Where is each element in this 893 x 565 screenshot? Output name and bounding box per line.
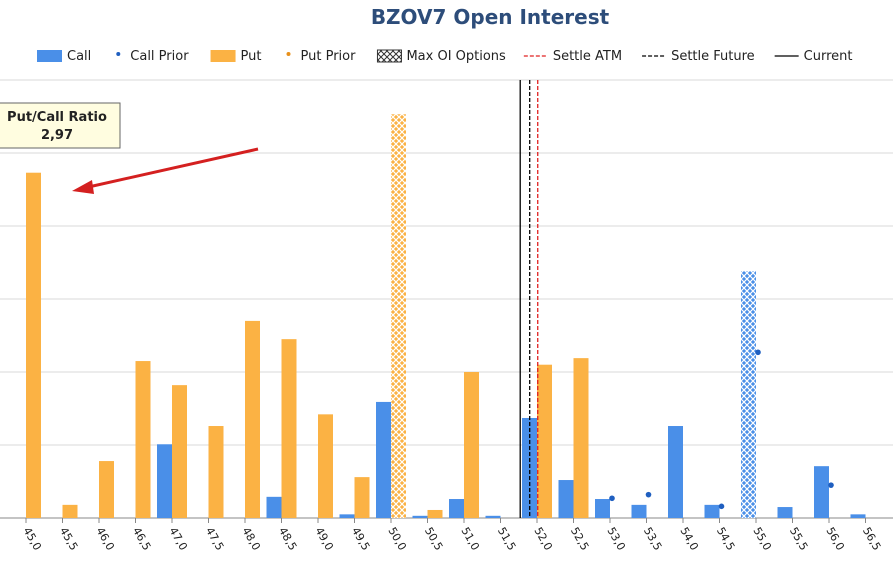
bar	[412, 515, 428, 518]
legend-label: Settle ATM	[553, 49, 622, 64]
chart-title: BZOV7 Open Interest	[371, 5, 610, 29]
x-tick-label: 54,5	[714, 525, 738, 553]
x-tick-label: 50,5	[422, 525, 446, 553]
bar	[741, 271, 756, 518]
annotation: Put/Call Ratio 2,97	[0, 102, 259, 194]
bar	[376, 401, 391, 518]
bar	[99, 461, 114, 518]
bar	[157, 444, 172, 518]
x-tick-label: 55,5	[787, 525, 811, 553]
annotation-box	[0, 102, 121, 149]
bar	[464, 372, 479, 518]
legend-dot	[116, 52, 121, 56]
bar	[668, 426, 683, 518]
x-tick-label: 45,0	[20, 525, 44, 553]
x-tick-label: 49,5	[349, 525, 373, 553]
x-tick-label: 46,0	[93, 525, 117, 553]
bar	[245, 320, 260, 518]
legend-label: Current	[804, 49, 853, 64]
x-tick-label: 48,5	[276, 525, 300, 553]
bar	[449, 499, 464, 518]
bar	[595, 499, 610, 518]
dot	[718, 503, 725, 510]
x-tick-label: 55,0	[750, 525, 774, 553]
bar	[135, 361, 151, 518]
plot: 45,0 45,5 46,0 46,5 47,0 47,5 48,0 48,5 49,0 49,5…	[0, 79, 893, 553]
x-tick-label: 47,5	[203, 525, 227, 553]
bar	[814, 466, 829, 518]
bar	[172, 385, 187, 518]
x-tick-label: 45,5	[57, 525, 81, 553]
annotation-arrowhead	[72, 180, 94, 194]
x-tick-label: 53,5	[641, 525, 665, 553]
legend-label: Settle Future	[671, 49, 755, 64]
legend-swatch	[37, 50, 62, 62]
bar	[777, 507, 793, 518]
bar	[62, 504, 78, 518]
bar	[485, 515, 501, 518]
bar	[318, 414, 333, 518]
x-tick-label: 48,0	[239, 525, 263, 553]
bar	[266, 496, 282, 518]
bar	[391, 114, 406, 518]
x-tick-label: 50,0	[385, 525, 409, 553]
x-tick-label: 47,0	[166, 525, 190, 553]
x-tick-label: 51,5	[495, 525, 519, 553]
annotation-text: 2,97	[41, 128, 73, 143]
legend-label: Call Prior	[130, 49, 189, 64]
legend: Call Call Prior Put Put Prior Max OI Options…	[37, 49, 852, 64]
bar	[573, 358, 589, 518]
bar	[339, 514, 355, 518]
x-tick-label: 46,5	[130, 525, 154, 553]
annotation-arrow	[83, 147, 259, 190]
dot	[609, 495, 615, 502]
legend-label: Call	[67, 49, 91, 64]
bar	[631, 504, 647, 518]
bar	[208, 426, 224, 518]
legend-dot	[286, 52, 291, 56]
x-tick-label: 51,0	[458, 525, 482, 553]
annotation-title: Put/Call Ratio	[7, 110, 107, 125]
legend-label: Max OI Options	[406, 49, 506, 64]
x-tick-label: 56,0	[823, 525, 847, 553]
x-tick-label: 56,5	[860, 525, 884, 553]
bar	[354, 477, 370, 518]
x-tick-label: 49,0	[312, 525, 336, 553]
bar	[427, 509, 443, 518]
bar	[850, 514, 866, 518]
dot	[828, 482, 834, 488]
legend-swatch	[376, 49, 402, 63]
dot	[755, 349, 761, 356]
bar	[537, 364, 552, 518]
x-tick-label: 52,5	[568, 525, 592, 553]
legend-label: Put Prior	[301, 49, 357, 64]
bar	[281, 339, 297, 518]
x-tick-label: 54,0	[677, 525, 701, 553]
bar	[26, 172, 41, 518]
x-tick-label: 53,0	[604, 525, 628, 553]
legend-swatch	[210, 50, 236, 62]
x-tick-label: 52,0	[531, 525, 555, 553]
dot	[645, 491, 652, 498]
legend-label: Put	[241, 49, 262, 64]
bar	[558, 480, 574, 518]
bar	[704, 504, 720, 518]
